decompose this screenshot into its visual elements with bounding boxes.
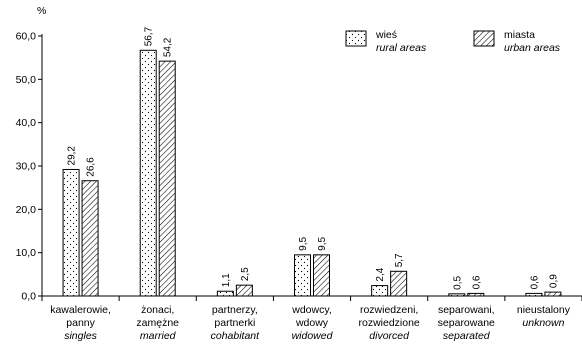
- bar-urban-6: [544, 291, 562, 297]
- category-label-en: married: [140, 330, 177, 342]
- data-label-rural-4: 2,4: [375, 267, 386, 281]
- category-label: separowani,: [438, 304, 495, 316]
- data-label-rural-2: 1,1: [221, 273, 232, 287]
- category-label-en: cohabitant: [211, 330, 261, 342]
- category-label: zamężne: [136, 317, 179, 329]
- data-label-urban-4: 5,7: [394, 253, 405, 267]
- category-label: separowane: [438, 317, 495, 329]
- bar-rural-6: [525, 292, 543, 297]
- category-label: partnerki: [214, 317, 255, 329]
- category-label: żonaci,: [141, 304, 174, 316]
- bar-rural-0: [62, 168, 80, 297]
- category-label-en: unknown: [522, 317, 564, 329]
- data-label-rural-0: 29,2: [67, 146, 78, 166]
- legend-swatch-rural: [345, 30, 367, 47]
- category-label-en: widowed: [292, 330, 334, 342]
- bar-rural-3: [294, 254, 311, 297]
- category-label-en: singles: [64, 330, 97, 342]
- category-label: rozwiedzeni,: [360, 304, 418, 316]
- bar-urban-2: [235, 284, 253, 297]
- data-label-rural-1: 56,7: [144, 26, 155, 46]
- data-label-urban-6: 0,9: [548, 274, 559, 288]
- y-tick-label: 20,0: [16, 204, 37, 216]
- y-tick-label: 10,0: [16, 247, 37, 259]
- category-label-en: divorced: [369, 330, 410, 342]
- bar-rural-2: [216, 290, 234, 297]
- bar-urban-3: [313, 254, 330, 297]
- bar-urban-1: [158, 60, 176, 297]
- y-tick-label: 0,0: [21, 291, 36, 303]
- data-label-rural-3: 9,5: [298, 236, 309, 250]
- data-label-urban-3: 9,5: [317, 236, 328, 250]
- y-axis: 0,0 10,0 20,0 30,0 40,0 50,0 60,0: [16, 31, 43, 303]
- legend-swatch-urban: [473, 30, 495, 47]
- bar-rural-4: [371, 285, 389, 297]
- x-axis: [41, 295, 582, 301]
- data-label-rural-6: 0,6: [529, 275, 540, 289]
- y-tick-label: 50,0: [16, 74, 37, 86]
- y-axis-unit-label: %: [37, 5, 46, 17]
- data-label-urban-0: 26,6: [86, 157, 97, 177]
- category-label: panny: [66, 317, 95, 329]
- category-label: wdowcy,: [291, 304, 331, 316]
- category-label: nieustalony: [517, 304, 571, 316]
- y-tick-label: 30,0: [16, 161, 37, 173]
- data-label-urban-1: 54,2: [163, 37, 174, 57]
- data-label-urban-2: 2,5: [240, 267, 251, 281]
- data-label-rural-5: 0,5: [452, 275, 463, 289]
- y-tick-label: 60,0: [16, 31, 37, 43]
- data-label-urban-5: 0,6: [471, 275, 482, 289]
- bar-urban-4: [390, 270, 408, 297]
- legend-label-rural: wieś: [375, 29, 397, 41]
- data-labels: 29,2 26,6 56,7 54,2 1,1 2,5 9,5 9,5 2,4 5,7 0,5 0,6…: [67, 26, 560, 289]
- legend-label-urban-en: urban areas: [504, 42, 561, 54]
- bars: [62, 49, 562, 297]
- category-label-en: separated: [443, 330, 491, 342]
- legend-label-urban: miasta: [504, 29, 535, 41]
- bar-urban-0: [81, 180, 99, 297]
- y-tick-label: 40,0: [16, 117, 37, 129]
- legend: wieś rural areas miasta urban areas: [345, 29, 561, 54]
- category-label: rozwiedzione: [358, 317, 419, 329]
- bar-rural-1: [139, 49, 157, 297]
- category-label: wdowy: [295, 317, 329, 329]
- bar-rural-5: [448, 293, 466, 297]
- category-label: kawalerowie,: [50, 304, 111, 316]
- bar-urban-5: [467, 292, 485, 297]
- category-label: partnerzy,: [212, 304, 258, 316]
- legend-label-rural-en: rural areas: [376, 42, 427, 54]
